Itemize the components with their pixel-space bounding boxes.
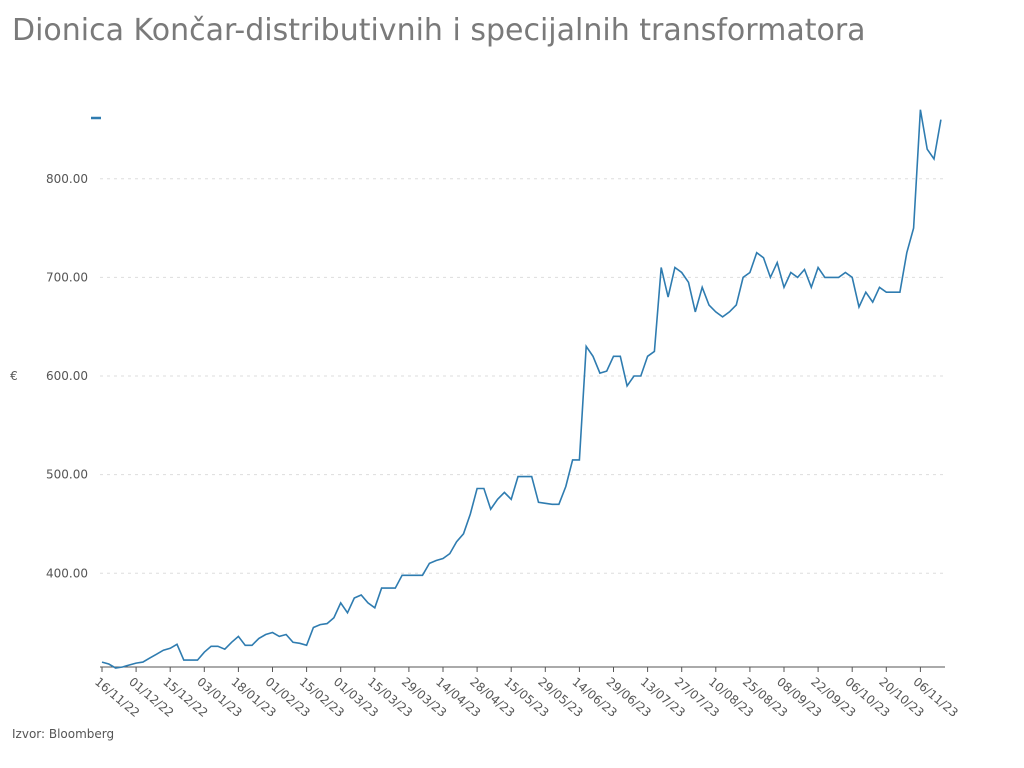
- y-tick-label: 400.00: [46, 566, 88, 580]
- y-tick-label: 500.00: [46, 468, 88, 482]
- y-axis-label: €: [10, 369, 18, 383]
- source: Izvor: Bloomberg: [12, 727, 114, 741]
- price-line: [101, 109, 942, 669]
- y-tick-label: 700.00: [46, 270, 88, 284]
- chart-title: Dionica Končar-distributivnih i specijal…: [12, 13, 866, 48]
- y-tick-label: 600.00: [46, 369, 88, 383]
- y-tick-label: 800.00: [46, 172, 88, 186]
